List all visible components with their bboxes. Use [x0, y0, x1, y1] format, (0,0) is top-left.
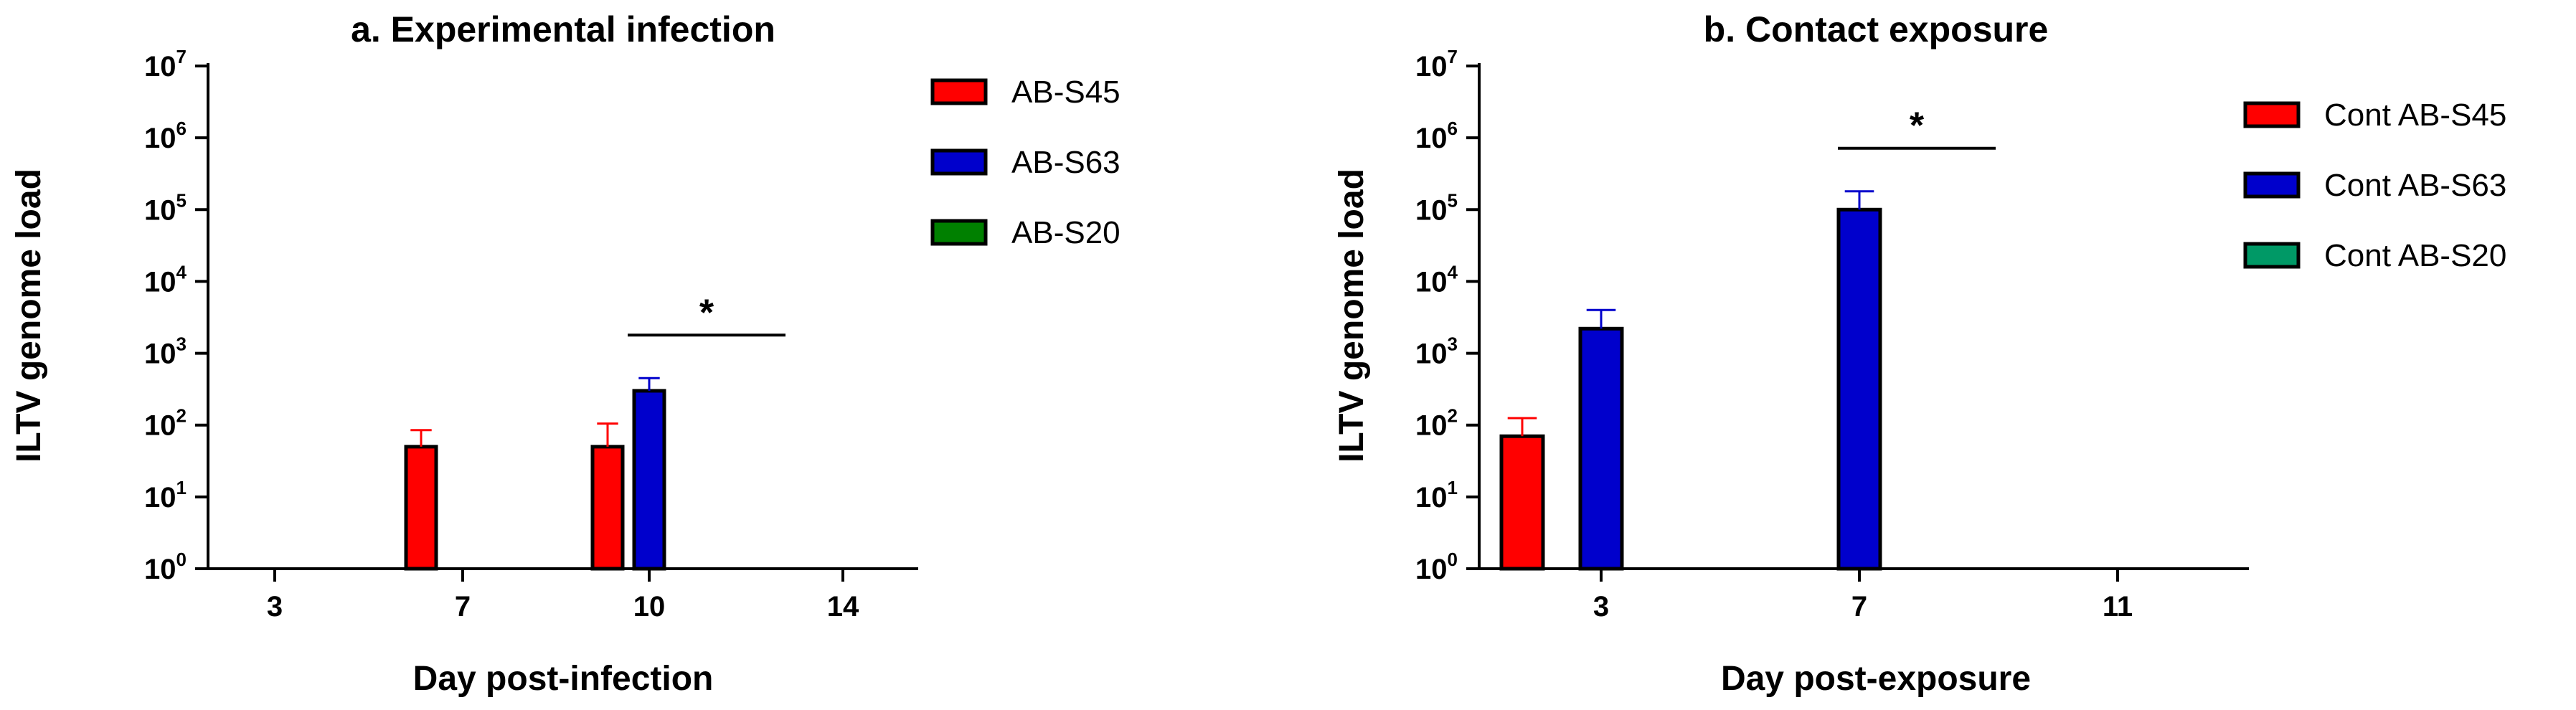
y-tick-label: 102	[1415, 405, 1458, 442]
y-tick-label: 100	[1415, 549, 1458, 585]
legend-swatch	[2243, 101, 2301, 128]
panel-a: a. Experimental infection ILTV genome lo…	[10, 9, 1120, 698]
y-tick-label: 105	[144, 189, 187, 226]
legend-swatch	[930, 78, 988, 105]
y-tick-label: 101	[144, 477, 187, 513]
y-axis-title: ILTV genome load	[10, 169, 48, 463]
legend-label: Cont AB-S63	[2324, 168, 2506, 203]
y-tick-label: 103	[1415, 333, 1458, 370]
legend-label: Cont AB-S45	[2324, 98, 2506, 133]
x-tick-label: 3	[267, 591, 283, 623]
legend-swatch	[2243, 242, 2301, 269]
x-tick-label: 14	[827, 591, 859, 623]
y-tick-label: 102	[144, 405, 187, 442]
significance-star: *	[699, 292, 714, 333]
panel-b: b. Contact exposure ILTV genome load Day…	[1333, 9, 2506, 698]
x-tick-label: 11	[2103, 591, 2133, 623]
y-tick-label: 105	[1415, 189, 1458, 226]
y-tick-label: 103	[144, 333, 187, 370]
legend-label: AB-S45	[1011, 75, 1120, 110]
legend-label: Cont AB-S20	[2324, 238, 2506, 273]
y-tick-label: 104	[1415, 261, 1458, 298]
y-tick-label: 107	[144, 46, 187, 82]
y-tick-label: 106	[144, 118, 187, 154]
bar	[590, 445, 625, 571]
x-tick-label: 3	[1593, 591, 1609, 623]
significance-star: *	[1910, 105, 1925, 147]
y-tick-label: 107	[1415, 46, 1458, 82]
y-tick-label: 101	[1415, 477, 1458, 513]
legend-label: AB-S20	[1011, 215, 1120, 250]
y-tick-label: 100	[144, 549, 187, 585]
x-axis-title: Day post-infection	[413, 660, 714, 698]
y-tick-label: 106	[1415, 118, 1458, 154]
bar	[404, 445, 438, 571]
legend-swatch	[930, 148, 988, 176]
legend-label: AB-S63	[1011, 145, 1120, 180]
bar	[632, 389, 666, 571]
x-tick-label: 7	[455, 591, 471, 623]
legend-swatch	[930, 219, 988, 246]
bar	[1836, 207, 1882, 571]
legend-swatch	[2243, 171, 2301, 199]
y-axis-title: ILTV genome load	[1333, 169, 1371, 463]
x-tick-label: 10	[633, 591, 666, 623]
x-tick-label: 7	[1851, 591, 1867, 623]
bar	[1499, 434, 1545, 571]
bar	[1578, 326, 1624, 571]
chart-title: a. Experimental infection	[351, 9, 775, 49]
x-axis-title: Day post-exposure	[1721, 660, 2031, 698]
chart-title: b. Contact exposure	[1704, 9, 2049, 49]
y-tick-label: 104	[144, 261, 187, 298]
